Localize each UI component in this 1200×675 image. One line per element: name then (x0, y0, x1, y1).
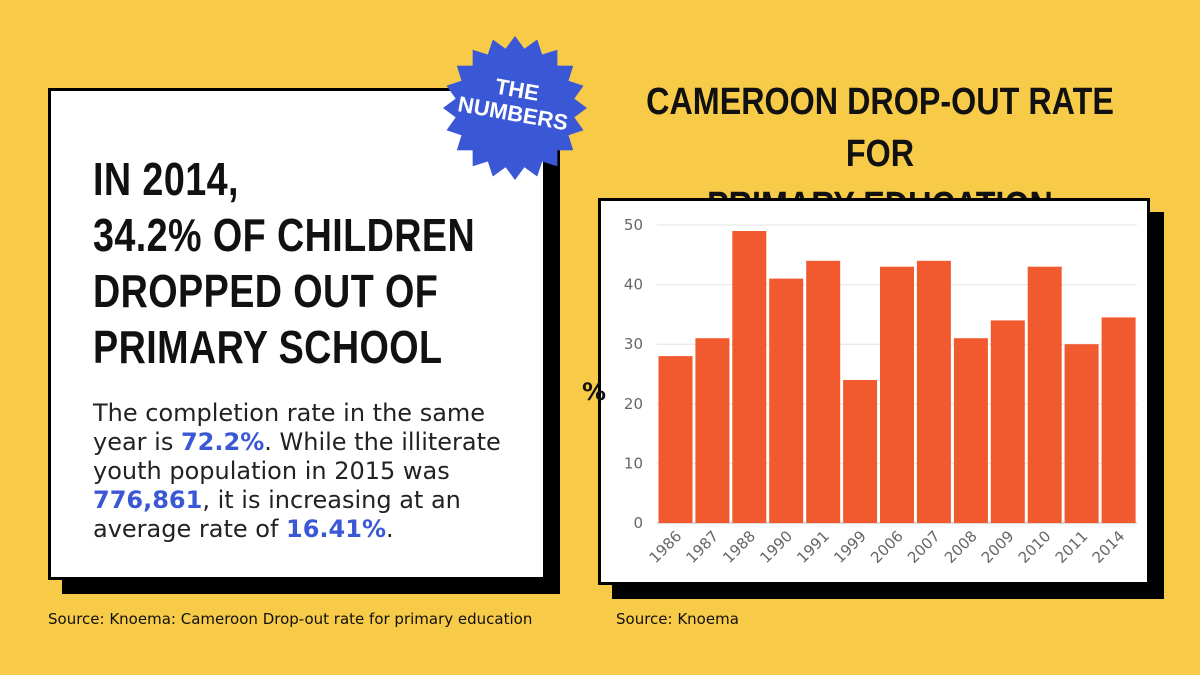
body-text-part: The completion rate in the same year is (93, 399, 486, 456)
x-tick-label: 2011 (1052, 527, 1092, 567)
y-tick-label: 50 (624, 216, 643, 234)
y-axis-unit-label: % (582, 378, 607, 406)
bar-2014 (1101, 317, 1136, 523)
increase-rate-value: 16.41% (286, 515, 386, 543)
chart-source: Source: Knoema (616, 610, 739, 628)
card-source: Source: Knoema: Cameroon Drop-out rate f… (48, 610, 533, 628)
x-tick-label: 1999 (830, 527, 870, 567)
body-text-part: , it is increasing at an average rate of (93, 486, 461, 543)
y-tick-label: 30 (624, 335, 643, 353)
x-tick-label: 1987 (682, 527, 722, 567)
x-tick-label: 1990 (756, 527, 796, 567)
bar-2010 (1027, 266, 1062, 523)
x-tick-label: 2008 (941, 527, 981, 567)
x-tick-label: 2009 (978, 527, 1018, 567)
bar-1986 (658, 356, 693, 523)
bar-2008 (953, 338, 988, 523)
bar-chart: 0102030405019861987198819901991199920062… (624, 216, 1137, 567)
y-tick-label: 20 (624, 395, 643, 413)
y-tick-label: 0 (633, 514, 643, 532)
headline-line: 34.2% OF CHILDREN (93, 209, 476, 261)
y-tick-label: 10 (624, 454, 643, 472)
bar-1987 (695, 338, 730, 523)
chart-title-line: CAMEROON DROP-OUT RATE FOR (646, 81, 1114, 175)
x-tick-label: 1991 (793, 527, 833, 567)
x-tick-label: 1988 (719, 527, 759, 567)
headline-line: PRIMARY SCHOOL (93, 321, 443, 373)
bar-1990 (769, 278, 804, 523)
bar-1999 (843, 380, 878, 523)
bar-2011 (1064, 344, 1099, 523)
bar-2009 (990, 320, 1025, 523)
x-tick-label: 1986 (646, 527, 686, 567)
bar-1988 (732, 231, 767, 523)
starburst-badge (443, 36, 587, 180)
headline: IN 2014, 34.2% OF CHILDREN DROPPED OUT O… (93, 151, 476, 375)
illiterate-population-value: 776,861 (93, 486, 203, 514)
y-tick-label: 40 (624, 276, 643, 294)
bar-2007 (916, 260, 951, 523)
completion-rate-value: 72.2% (180, 428, 265, 456)
starburst-shape (443, 36, 587, 180)
x-tick-label: 2014 (1089, 527, 1129, 567)
chart-frame: 0 10 20 30 40 50 1986 1987 1988 1990 1991 1999 2006 2… (598, 198, 1150, 585)
x-tick-label: 2006 (867, 527, 907, 567)
x-tick-label: 2010 (1015, 527, 1055, 567)
bar-1991 (806, 260, 841, 523)
headline-line: DROPPED OUT OF (93, 265, 439, 317)
bar-2006 (880, 266, 914, 523)
headline-line: IN 2014, (93, 153, 239, 205)
body-text-part: . While the illiterate youth population … (93, 428, 501, 485)
body-text-part: . (386, 515, 394, 543)
body-paragraph: The completion rate in the same year is … (93, 399, 513, 544)
x-tick-label: 2007 (904, 527, 944, 567)
info-card: IN 2014, 34.2% OF CHILDREN DROPPED OUT O… (48, 88, 546, 580)
